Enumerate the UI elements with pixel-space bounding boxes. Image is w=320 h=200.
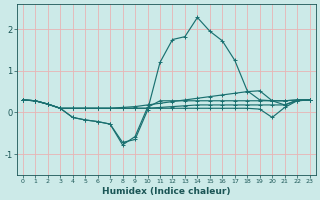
X-axis label: Humidex (Indice chaleur): Humidex (Indice chaleur) bbox=[102, 187, 230, 196]
